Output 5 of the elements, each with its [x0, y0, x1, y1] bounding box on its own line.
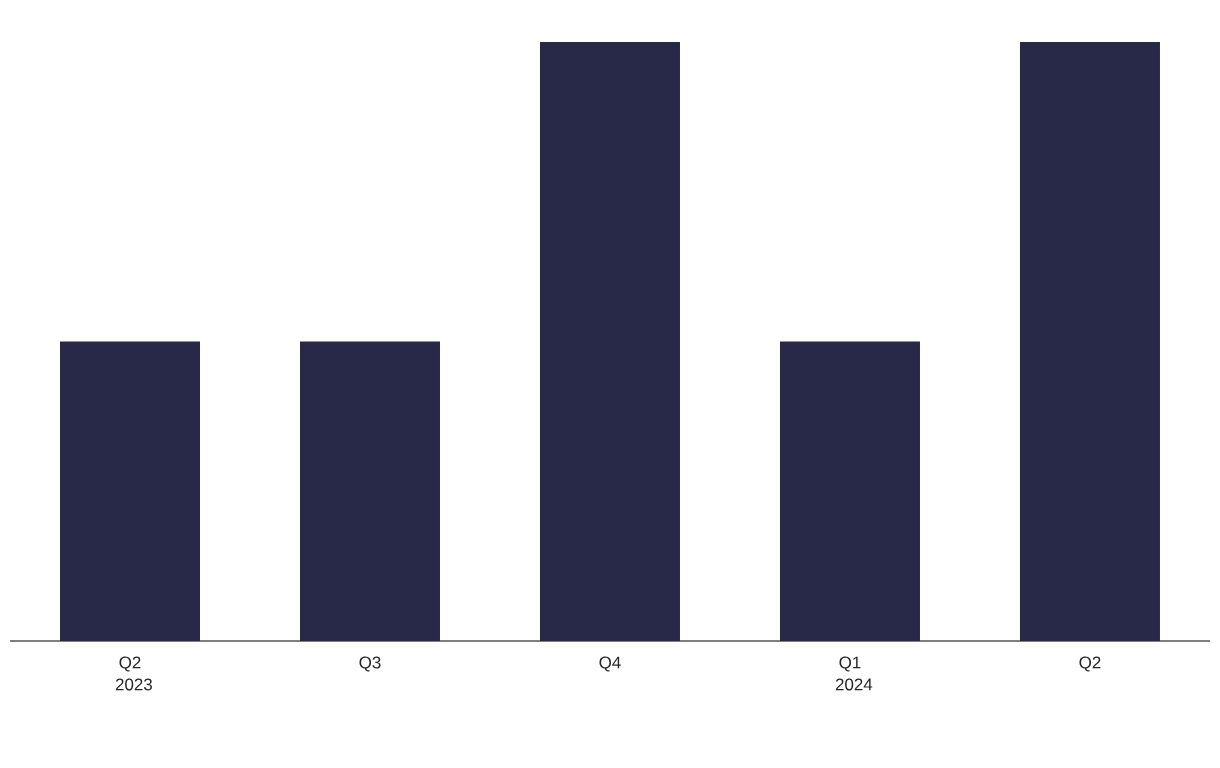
- x-tick-label: Q1 2024: [835, 656, 873, 691]
- x-tick-label: Q2: [1079, 656, 1101, 672]
- x-tick-label: Q2 2023: [115, 656, 152, 691]
- x-tick-label: Q3: [359, 656, 381, 672]
- x-tick-label: Q4: [599, 656, 621, 672]
